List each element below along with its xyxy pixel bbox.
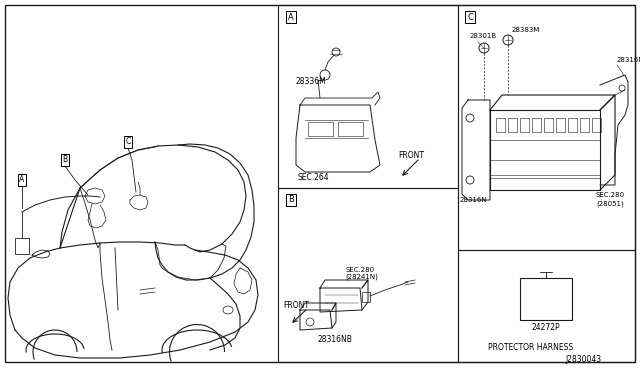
Bar [532,118,541,132]
Bar [278,5,458,188]
Bar [458,5,635,250]
Text: A: A [19,176,24,185]
Text: SEC.264: SEC.264 [298,173,330,183]
Bar [308,122,333,136]
Text: FRONT: FRONT [398,151,424,160]
Bar [592,118,601,132]
Text: C: C [467,13,473,22]
Bar [580,118,589,132]
Bar [544,118,553,132]
Bar [556,118,565,132]
Text: A: A [288,13,294,22]
Bar [278,188,458,362]
Bar [496,118,505,132]
Text: FRONT: FRONT [283,301,309,310]
Text: 28383M: 28383M [512,27,540,33]
Text: 28316NB: 28316NB [318,336,353,344]
Bar [15,238,29,254]
Text: (28241N): (28241N) [345,274,378,280]
Text: 28301B: 28301B [470,33,497,39]
Text: C: C [125,138,131,147]
Bar [338,122,363,136]
Text: SEC.280: SEC.280 [345,267,374,273]
Bar [520,118,529,132]
Text: J2830043: J2830043 [565,356,601,365]
Text: 24272P: 24272P [532,323,560,331]
Text: (28051): (28051) [596,201,624,207]
Text: PROTECTOR HARNESS: PROTECTOR HARNESS [488,343,573,353]
Bar [362,292,370,302]
Bar [508,118,517,132]
Text: 28316N: 28316N [460,197,488,203]
Text: SEC.280: SEC.280 [596,192,625,198]
Bar [458,250,635,362]
Bar [520,278,572,320]
Bar [568,118,577,132]
Text: B: B [63,155,68,164]
Text: 28316NA: 28316NA [617,57,640,63]
Text: B: B [288,196,294,205]
Text: 28336M: 28336M [296,77,327,87]
